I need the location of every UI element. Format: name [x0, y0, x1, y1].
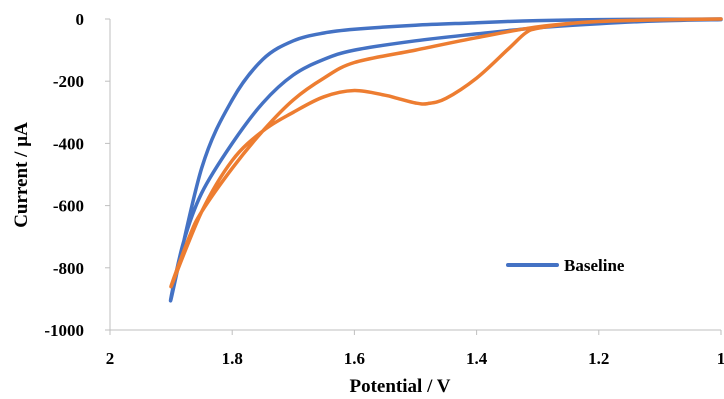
y-tick-label: -1000 — [44, 321, 84, 340]
x-axis-ticks: 2 1.8 1.6 1.4 1.2 1 — [106, 330, 724, 368]
x-tick-label: 1.6 — [344, 349, 365, 368]
legend: Baseline — [506, 256, 625, 275]
y-tick-label: -400 — [53, 134, 84, 153]
y-tick-label: -800 — [53, 259, 84, 278]
y-tick-label: -200 — [53, 72, 84, 91]
x-tick-label: 2 — [106, 349, 115, 368]
series-line-baseline — [168, 17, 723, 303]
x-tick-label: 1.8 — [222, 349, 243, 368]
series-layer — [168, 17, 723, 303]
x-axis-title: Potential / V — [350, 376, 451, 397]
series-line-orange — [169, 17, 723, 289]
legend-label-baseline: Baseline — [564, 256, 625, 275]
y-axis-title: Current / µA — [11, 122, 32, 228]
y-axis-ticks: 0 -200 -400 -600 -800 -1000 — [44, 10, 110, 340]
y-tick-label: -600 — [53, 197, 84, 216]
x-tick-label: 1.2 — [588, 349, 609, 368]
y-tick-label: 0 — [76, 10, 85, 29]
x-tick-label: 1.4 — [466, 349, 488, 368]
x-tick-label: 1 — [717, 349, 724, 368]
